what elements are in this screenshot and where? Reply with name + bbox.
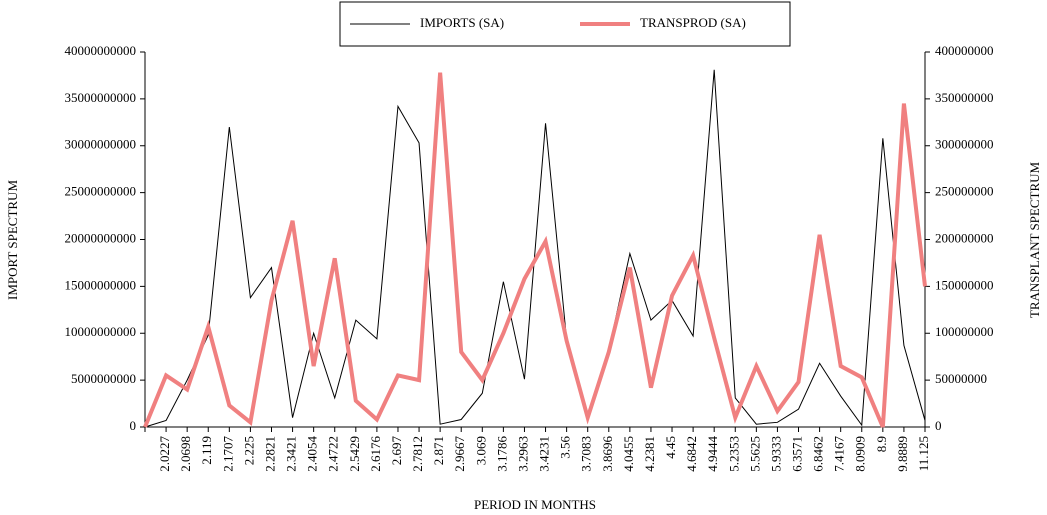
y2-axis-title: TRANSPLANT SPECTRUM <box>1027 161 1042 318</box>
x-tick-label: 3.56 <box>558 436 573 459</box>
x-tick-label: 3.7083 <box>579 436 594 472</box>
x-tick-label: 3.1786 <box>494 436 509 472</box>
x-tick-label: 8.9 <box>874 436 889 452</box>
y2-tick-label: 200000000 <box>935 230 994 245</box>
x-tick-label: 5.5625 <box>747 436 762 472</box>
x-tick-label: 11.125 <box>916 436 931 471</box>
x-tick-label: 4.6842 <box>684 436 699 472</box>
legend-label: TRANSPROD (SA) <box>640 15 746 30</box>
x-tick-label: 3.2963 <box>515 436 530 472</box>
x-tick-label: 3.069 <box>473 436 488 465</box>
y2-tick-label: 50000000 <box>935 371 987 386</box>
x-tick-label: 7.4167 <box>832 436 847 472</box>
x-tick-label: 6.3571 <box>789 436 804 472</box>
x-tick-label: 4.2381 <box>642 436 657 472</box>
x-tick-label: 4.9444 <box>705 436 720 472</box>
x-tick-label: 9.8889 <box>895 436 910 472</box>
x-tick-label: 2.4054 <box>305 436 320 472</box>
x-tick-label: 2.2821 <box>262 436 277 472</box>
x-tick-label: 2.225 <box>241 436 256 465</box>
x-tick-label: 2.1707 <box>220 436 235 472</box>
x-tick-label: 2.5429 <box>347 436 362 472</box>
x-tick-label: 2.0698 <box>178 436 193 472</box>
y2-tick-label: 250000000 <box>935 184 994 199</box>
x-tick-label: 2.871 <box>431 436 446 465</box>
legend-box <box>339 1 791 47</box>
y2-tick-label: 400000000 <box>935 43 994 58</box>
x-tick-label: 2.7812 <box>410 436 425 472</box>
y-tick-label: 20000000000 <box>65 230 137 245</box>
x-tick-label: 2.4722 <box>326 436 341 472</box>
x-tick-label: 2.6176 <box>368 436 383 472</box>
x-tick-label: 5.2353 <box>726 436 741 472</box>
y-tick-label: 35000000000 <box>65 90 137 105</box>
y2-tick-label: 100000000 <box>935 324 994 339</box>
x-tick-label: 2.0227 <box>157 436 172 472</box>
x-tick-label: 2.697 <box>389 436 404 466</box>
y-tick-label: 5000000000 <box>71 371 136 386</box>
x-tick-label: 2.9667 <box>452 436 467 472</box>
legend-label: IMPORTS (SA) <box>420 15 504 30</box>
y-tick-label: 40000000000 <box>65 43 137 58</box>
y-tick-label: 0 <box>130 418 137 433</box>
y-tick-label: 10000000000 <box>65 324 137 339</box>
series-line <box>144 69 926 428</box>
x-tick-label: 8.0909 <box>853 436 868 472</box>
y2-tick-label: 300000000 <box>935 137 994 152</box>
x-tick-label: 4.45 <box>663 436 678 459</box>
x-tick-label: 2.119 <box>199 436 214 465</box>
y-tick-label: 25000000000 <box>65 184 137 199</box>
x-tick-label: 6.8462 <box>811 436 826 472</box>
y2-tick-label: 0 <box>935 418 942 433</box>
x-tick-label: 5.9333 <box>768 436 783 472</box>
x-tick-label: 2.3421 <box>284 436 299 472</box>
x-axis-title: PERIOD IN MONTHS <box>474 497 596 512</box>
y2-tick-label: 350000000 <box>935 90 994 105</box>
x-tick-label: 3.8696 <box>600 436 615 472</box>
series-line <box>143 72 927 428</box>
x-tick-label: 4.0455 <box>621 436 636 472</box>
y-axis-title: IMPORT SPECTRUM <box>5 180 20 300</box>
y2-tick-label: 150000000 <box>935 277 994 292</box>
x-tick-label: 3.4231 <box>537 436 552 472</box>
y-tick-label: 15000000000 <box>65 277 137 292</box>
y-tick-label: 30000000000 <box>65 137 137 152</box>
